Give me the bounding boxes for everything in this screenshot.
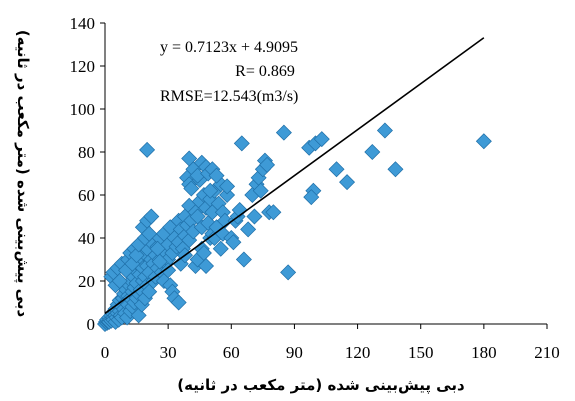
data-point bbox=[303, 189, 320, 206]
data-point bbox=[143, 208, 160, 225]
data-point bbox=[198, 257, 215, 274]
data-point bbox=[151, 253, 168, 270]
annotation-text: RMSE=12.543(m3/s) bbox=[160, 88, 298, 105]
data-point bbox=[128, 247, 145, 264]
y-tick-label: 0 bbox=[87, 315, 96, 334]
y-tick-label: 20 bbox=[78, 272, 95, 291]
data-point bbox=[233, 135, 250, 152]
annotations: y = 0.7123x + 4.9095 R= 0.869 RMSE=12.543(… bbox=[160, 39, 298, 105]
data-point bbox=[139, 141, 156, 158]
data-point bbox=[387, 161, 404, 178]
data-point bbox=[160, 262, 177, 279]
data-point bbox=[252, 182, 269, 199]
data-point bbox=[235, 251, 252, 268]
x-tick-label: 150 bbox=[408, 343, 434, 362]
data-point bbox=[231, 202, 248, 219]
y-tick-label: 80 bbox=[78, 143, 95, 162]
data-point bbox=[170, 294, 187, 311]
data-point bbox=[313, 131, 330, 148]
y-tick-label: 40 bbox=[78, 229, 95, 248]
annotation-text: R= 0.869 bbox=[235, 63, 295, 80]
x-tick-label: 120 bbox=[345, 343, 371, 362]
x-tick-label: 30 bbox=[160, 343, 177, 362]
data-point bbox=[376, 122, 393, 139]
data-point bbox=[208, 167, 225, 184]
data-points bbox=[97, 122, 492, 332]
data-point bbox=[212, 240, 229, 257]
trendline bbox=[104, 37, 485, 315]
data-point bbox=[475, 133, 492, 150]
y-axis-title: دبی پیش‌بینی شده (متر مکعب در ثانیه) bbox=[13, 30, 32, 318]
data-point bbox=[265, 204, 282, 221]
data-point bbox=[328, 161, 345, 178]
data-point bbox=[141, 225, 158, 242]
x-tick-label: 0 bbox=[101, 343, 110, 362]
x-axis-title: دبی پیش‌بینی شده (متر مکعب در ثانیه) bbox=[177, 376, 465, 395]
data-point bbox=[339, 174, 356, 191]
data-point bbox=[225, 234, 242, 251]
data-point bbox=[216, 212, 233, 229]
data-point bbox=[246, 208, 263, 225]
data-point bbox=[280, 264, 297, 281]
data-point bbox=[219, 178, 236, 195]
data-point bbox=[219, 187, 236, 203]
x-tick-label: 90 bbox=[286, 343, 303, 362]
annotation-text: y = 0.7123x + 4.9095 bbox=[160, 39, 298, 56]
data-point bbox=[259, 156, 276, 173]
data-point bbox=[183, 180, 200, 197]
x-tick-label: 180 bbox=[471, 343, 497, 362]
data-point bbox=[275, 124, 292, 141]
axes: 0 30 60 90 120 150 180 210 0 20 40 60 80 100 120 140 bbox=[70, 14, 560, 362]
data-point bbox=[202, 182, 219, 199]
trendline-group bbox=[104, 37, 485, 315]
y-tick-label: 60 bbox=[78, 186, 95, 205]
data-point bbox=[240, 221, 257, 238]
y-tick-label: 100 bbox=[70, 100, 96, 119]
data-point bbox=[364, 144, 381, 160]
data-point bbox=[111, 273, 128, 289]
y-tick-label: 140 bbox=[70, 14, 96, 33]
y-tick-label: 120 bbox=[70, 57, 96, 76]
x-tick-label: 60 bbox=[223, 343, 240, 362]
x-tick-label: 210 bbox=[534, 343, 560, 362]
